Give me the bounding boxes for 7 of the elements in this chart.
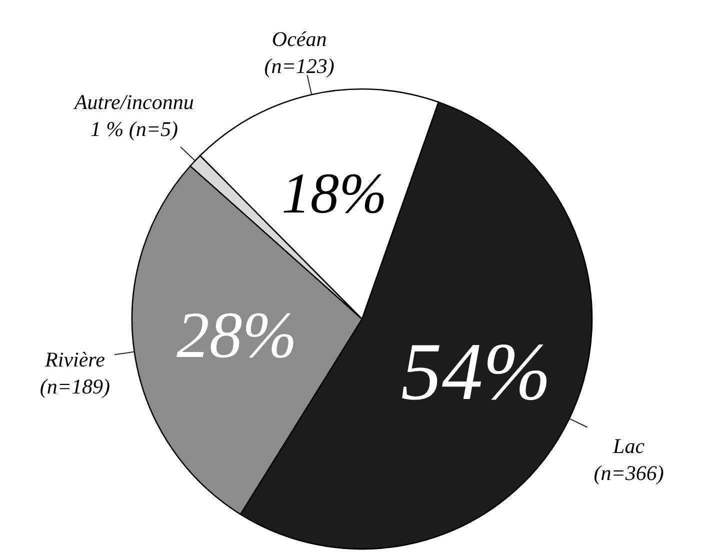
- data-label: 28%: [176, 299, 298, 372]
- slice-label: Autre/inconnu 1 % (n=5): [72, 90, 194, 141]
- slice-label: Lac (n=366): [594, 434, 664, 486]
- data-label: 18%: [282, 162, 387, 226]
- data-label: 54%: [400, 326, 552, 417]
- slice-label: Rivière (n=189): [40, 347, 110, 398]
- slice-label: Océan (n=123): [264, 26, 334, 78]
